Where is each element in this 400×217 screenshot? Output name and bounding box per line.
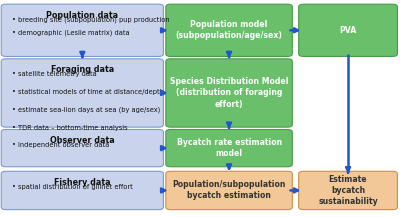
FancyBboxPatch shape xyxy=(166,4,292,56)
Text: • independent observer data: • independent observer data xyxy=(12,142,109,148)
FancyBboxPatch shape xyxy=(299,4,398,56)
Text: • breeding site (subpopulation) pup production: • breeding site (subpopulation) pup prod… xyxy=(12,16,170,23)
Text: PVA: PVA xyxy=(340,26,357,35)
FancyBboxPatch shape xyxy=(299,171,398,210)
Text: • demographic (Leslie matrix) data: • demographic (Leslie matrix) data xyxy=(12,30,130,36)
FancyBboxPatch shape xyxy=(1,59,164,127)
Text: Observer data: Observer data xyxy=(50,136,115,145)
Text: Bycatch rate estimation
model: Bycatch rate estimation model xyxy=(176,138,282,158)
FancyBboxPatch shape xyxy=(1,171,164,210)
FancyBboxPatch shape xyxy=(166,59,292,127)
Text: Estimate
bycatch
sustainability: Estimate bycatch sustainability xyxy=(318,175,378,206)
FancyBboxPatch shape xyxy=(166,130,292,167)
Text: • satellite telemetry data: • satellite telemetry data xyxy=(12,71,97,77)
Text: • TDR data – bottom-time analysis: • TDR data – bottom-time analysis xyxy=(12,125,128,131)
Text: • statistical models of time at distance/depth: • statistical models of time at distance… xyxy=(12,89,164,95)
Text: Species Distribution Model
(distribution of foraging
effort): Species Distribution Model (distribution… xyxy=(170,77,288,108)
Text: Foraging data: Foraging data xyxy=(51,65,114,74)
FancyBboxPatch shape xyxy=(1,4,164,56)
FancyBboxPatch shape xyxy=(166,171,292,210)
Text: • spatial distribution of gillnet effort: • spatial distribution of gillnet effort xyxy=(12,184,133,190)
FancyBboxPatch shape xyxy=(1,130,164,167)
Text: Population/subpopulation
bycatch estimation: Population/subpopulation bycatch estimat… xyxy=(172,180,286,201)
Text: Population data: Population data xyxy=(46,11,118,20)
Text: Fishery data: Fishery data xyxy=(54,178,111,187)
Text: • estimate sea-lion days at sea (by age/sex): • estimate sea-lion days at sea (by age/… xyxy=(12,107,160,113)
Text: Population model
(subpopulation/age/sex): Population model (subpopulation/age/sex) xyxy=(176,20,282,40)
